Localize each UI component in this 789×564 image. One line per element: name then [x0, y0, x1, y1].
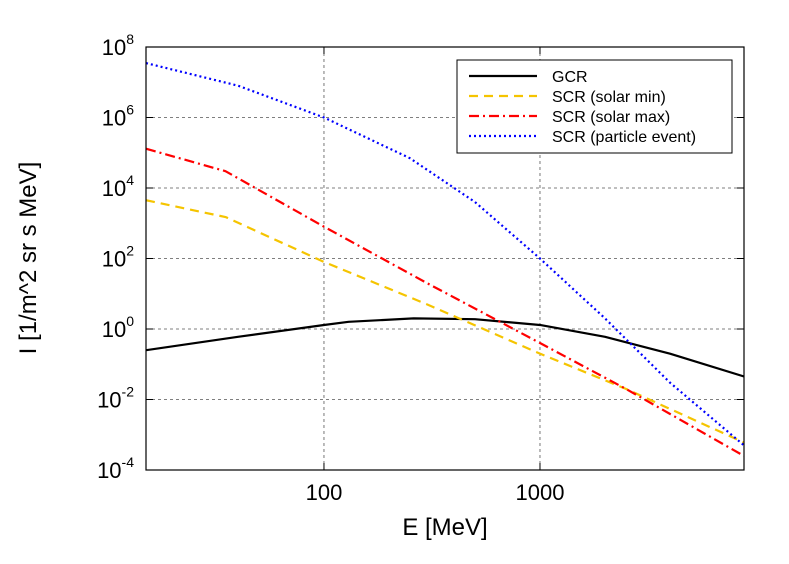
series-line-2 — [146, 147, 744, 457]
legend: GCR SCR (solar min) SCR (solar max) SCR (pa… — [456, 59, 733, 154]
legend-label: SCR (solar max) — [552, 109, 670, 126]
y-axis-title: I [1/m^2 sr s MeV] — [15, 162, 42, 355]
series-line-3 — [146, 62, 744, 447]
y-tick-label: 106 — [102, 102, 134, 131]
y-tick-label: 100 — [102, 313, 134, 342]
y-tick-exponent: 8 — [126, 31, 134, 47]
x-axis-title: E [MeV] — [402, 514, 487, 541]
y-tick-exponent: -4 — [122, 454, 135, 470]
x-tick-label: 1000 — [516, 480, 565, 505]
y-tick-label: 10-2 — [97, 384, 134, 413]
y-tick-base: 10 — [102, 247, 126, 272]
legend-label: SCR (particle event) — [552, 129, 696, 146]
y-tick-exponent: 4 — [126, 172, 134, 188]
y-tick-exponent: 6 — [126, 102, 134, 118]
legend-label: SCR (solar min) — [552, 89, 666, 106]
y-tick-exponent: 0 — [126, 313, 134, 329]
y-tick-label: 108 — [102, 31, 134, 60]
y-tick-exponent: 2 — [126, 243, 134, 259]
y-tick-base: 10 — [102, 106, 126, 131]
series-line-1 — [146, 199, 744, 444]
ticks — [146, 46, 744, 471]
legend-label: GCR — [552, 69, 588, 86]
y-tick-base: 10 — [97, 458, 121, 483]
y-tick-exponent: -2 — [122, 384, 135, 400]
y-tick-base: 10 — [102, 176, 126, 201]
y-tick-label: 104 — [102, 172, 134, 201]
y-tick-base: 10 — [102, 35, 126, 60]
y-tick-base: 10 — [97, 388, 121, 413]
series-line-0 — [146, 317, 744, 378]
y-tick-label: 10-4 — [97, 454, 134, 483]
series-lines — [146, 62, 744, 457]
x-tick-label: 100 — [306, 480, 343, 505]
y-tick-base: 10 — [102, 317, 126, 342]
y-tick-label: 102 — [102, 243, 134, 272]
